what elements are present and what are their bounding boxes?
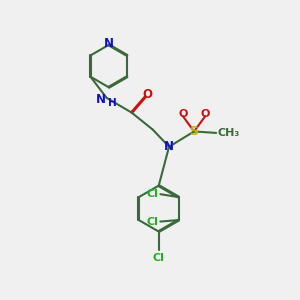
Text: S: S xyxy=(190,125,199,138)
Text: O: O xyxy=(178,109,188,119)
Text: O: O xyxy=(201,109,210,119)
Text: N: N xyxy=(164,140,174,153)
Text: Cl: Cl xyxy=(146,217,158,226)
Text: H: H xyxy=(108,98,117,108)
Text: O: O xyxy=(142,88,152,101)
Text: CH₃: CH₃ xyxy=(218,128,240,138)
Text: Cl: Cl xyxy=(146,189,158,199)
Text: N: N xyxy=(104,37,114,50)
Text: N: N xyxy=(96,93,106,106)
Text: Cl: Cl xyxy=(153,253,165,263)
